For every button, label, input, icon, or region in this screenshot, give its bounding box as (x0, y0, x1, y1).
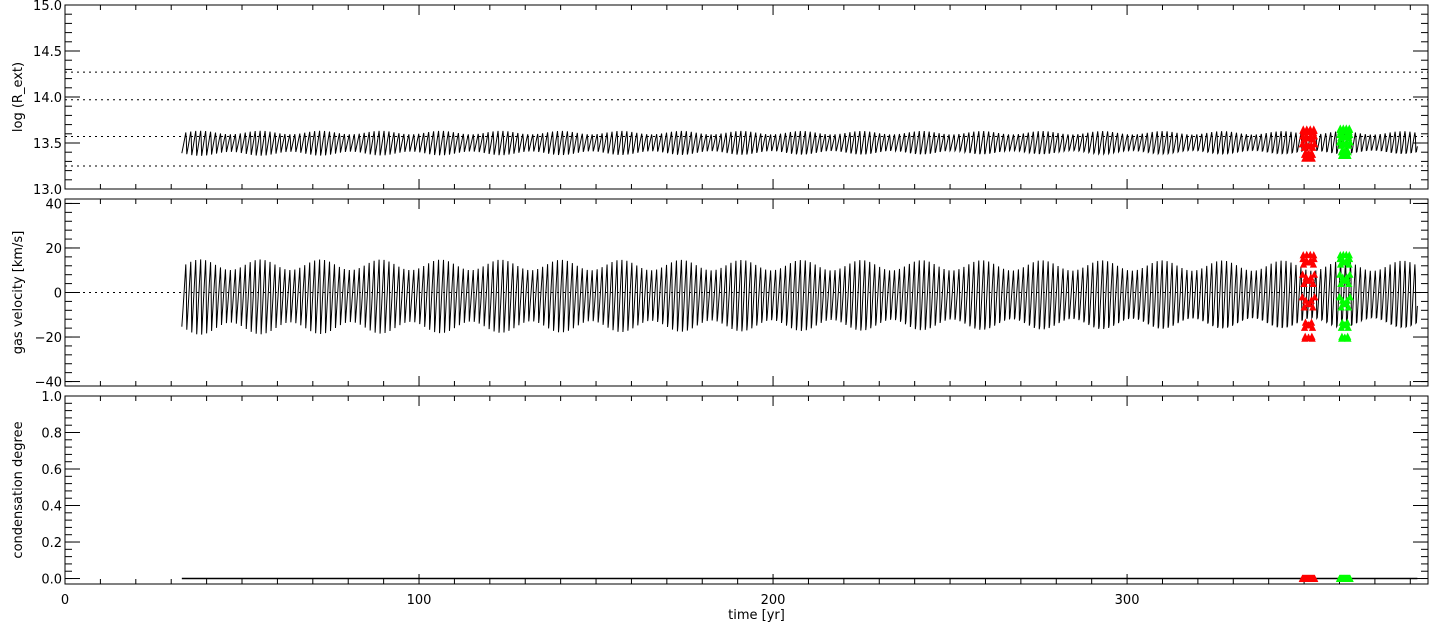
green-triangle-marker (1346, 270, 1354, 278)
green-triangle-marker (1343, 296, 1351, 304)
red-triangle-marker (1308, 323, 1317, 331)
series-line-pulsation (181, 130, 1418, 156)
red-triangle-marker (1307, 318, 1316, 326)
y-tick-label: 40 (45, 197, 62, 212)
green-triangle-marker (1346, 574, 1354, 582)
red-triangle-marker (1308, 150, 1317, 158)
red-triangle-marker (1298, 293, 1306, 301)
y-tick-label: 20 (45, 242, 62, 257)
green-triangle-marker (1344, 334, 1352, 342)
series-line-pulsation (181, 259, 1418, 335)
y-axis-title: log (R_ext) (11, 62, 26, 132)
red-triangle-marker (1308, 334, 1316, 342)
green-triangle-marker (1346, 138, 1354, 146)
red-triangle-marker (1309, 143, 1317, 151)
red-triangle-marker (1310, 254, 1318, 263)
y-tick-label: 13.5 (33, 137, 62, 152)
red-triangle-marker (1307, 296, 1315, 304)
panel-log-r-ext: 13.0 13.5 14.0 14.5 15.0 log (R_ext) (11, 0, 1429, 198)
x-tick-label: 200 (761, 593, 786, 608)
x-tick-label: 300 (1115, 593, 1140, 608)
y-tick-label: 15.0 (33, 0, 62, 14)
y-tick-label: 14.0 (33, 91, 62, 106)
green-triangle-marker (1336, 270, 1344, 278)
red-triangle-marker (1309, 260, 1318, 268)
y-tick-label: 1.0 (41, 390, 62, 405)
y-tick-label: 0.8 (41, 427, 62, 442)
red-triangle-marker (1309, 303, 1317, 311)
x-tick-label: 100 (407, 593, 432, 608)
x-tick-label: 0 (61, 593, 69, 608)
y-tick-label: 0.6 (41, 463, 62, 478)
green-triangle-marker (1344, 151, 1352, 160)
y-tick-label: 14.5 (33, 45, 62, 60)
y-tick-label: 0.4 (41, 500, 62, 515)
green-triangle-marker (1335, 293, 1344, 301)
y-tick-label: 0.0 (41, 573, 62, 588)
y-tick-label: 0 (54, 287, 62, 302)
panel-condensation-degree: 0.0 0.2 0.4 0.6 0.8 1.0 0 100 200 300 condensation… (11, 390, 1429, 623)
green-triangle-marker (1345, 254, 1354, 263)
red-triangle-marker (1298, 270, 1307, 278)
green-triangle-marker (1344, 323, 1352, 331)
y-axis-title: condensation degree (11, 421, 26, 558)
y-tick-label: −40 (35, 376, 62, 391)
panel-gas-velocity: −40 −20 0 20 40 gas velocity [km/s] (11, 197, 1429, 391)
plot-frame (64, 395, 1429, 585)
y-tick-label: −20 (35, 331, 62, 346)
red-triangle-marker (1308, 154, 1316, 162)
plot-frame (64, 4, 1429, 190)
red-triangle-marker (1311, 574, 1319, 582)
red-triangle-marker (1311, 293, 1319, 301)
green-triangle-marker (1346, 293, 1354, 301)
red-triangle-marker (1310, 270, 1319, 278)
y-axis-title: gas velocity [km/s] (11, 231, 26, 355)
red-triangle-marker (1310, 132, 1319, 140)
green-triangle-marker (1346, 130, 1354, 139)
red-triangle-marker (1309, 279, 1317, 287)
y-tick-label: 0.2 (41, 536, 62, 551)
y-tick-label: 13.0 (33, 183, 62, 198)
green-triangle-marker (1345, 260, 1353, 268)
green-triangle-marker (1344, 148, 1352, 156)
green-triangle-marker (1345, 279, 1353, 287)
green-triangle-marker (1344, 303, 1353, 311)
x-axis-title: time [yr] (728, 608, 785, 623)
red-triangle-marker (1311, 140, 1319, 148)
